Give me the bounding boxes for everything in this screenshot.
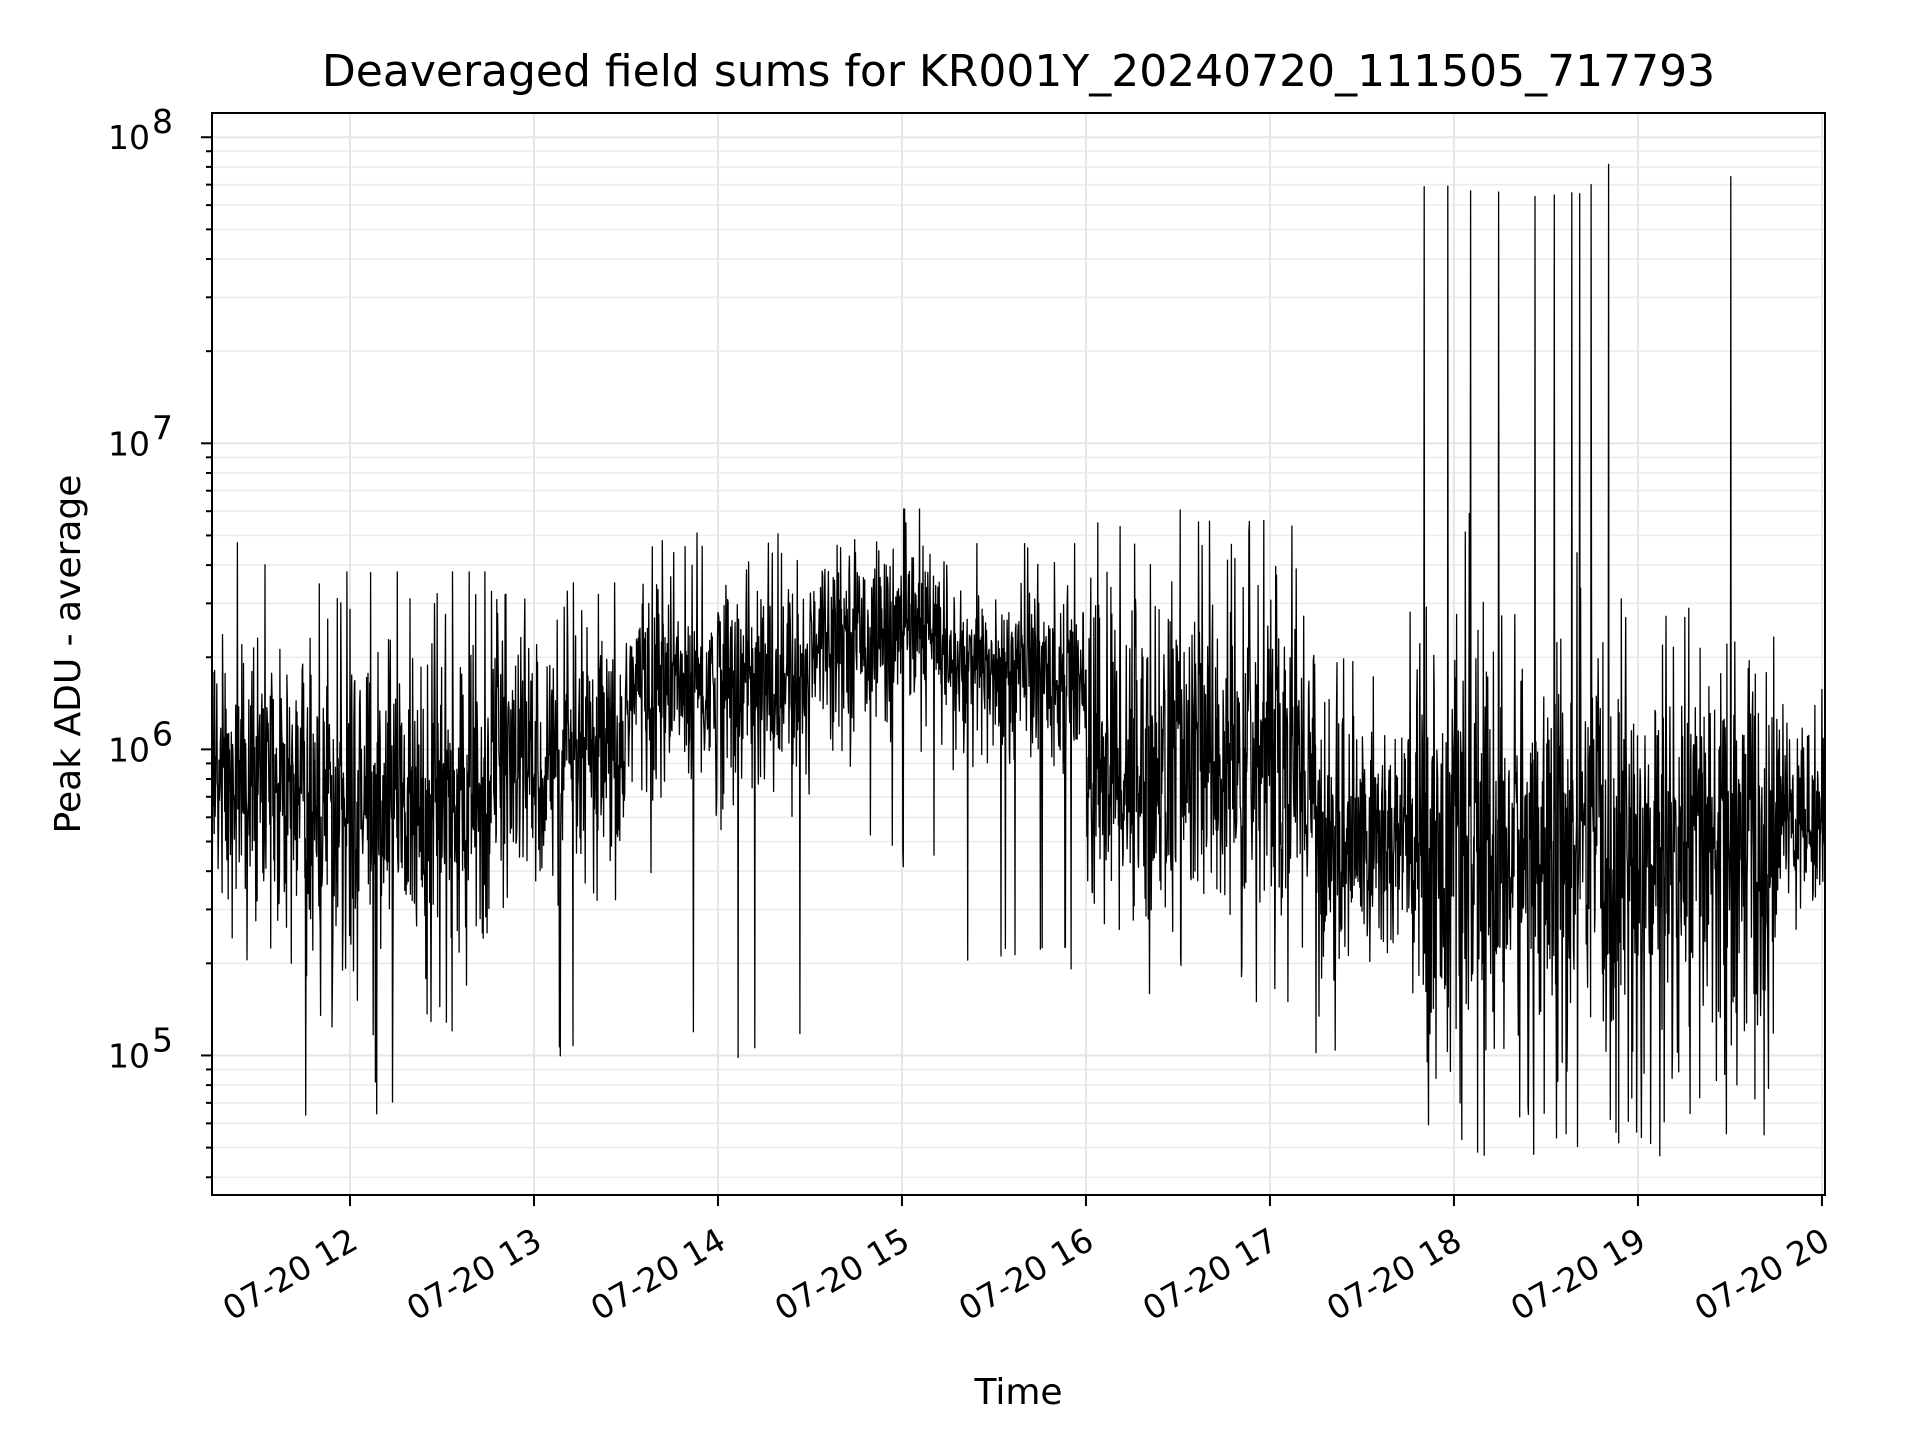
x-axis-label: Time (973, 1372, 1062, 1413)
y-tick-label: 10 (108, 424, 150, 463)
y-tick-exponent: 8 (152, 102, 173, 141)
series-layer (211, 163, 1826, 1157)
y-tick-label: 10 (108, 1036, 150, 1075)
y-tick-exponent: 7 (152, 408, 173, 447)
plot-frame (211, 112, 1826, 1196)
y-tick-label: 10 (108, 730, 150, 769)
chart-title: Deaveraged field sums for KR001Y_2024072… (322, 46, 1715, 97)
y-tick-exponent: 6 (152, 714, 173, 753)
y-tick-label: 10 (108, 118, 150, 157)
y-tick-exponent: 5 (152, 1020, 173, 1059)
series-line-0 (211, 163, 1826, 1157)
y-axis-label: Peak ADU - average (48, 475, 89, 834)
